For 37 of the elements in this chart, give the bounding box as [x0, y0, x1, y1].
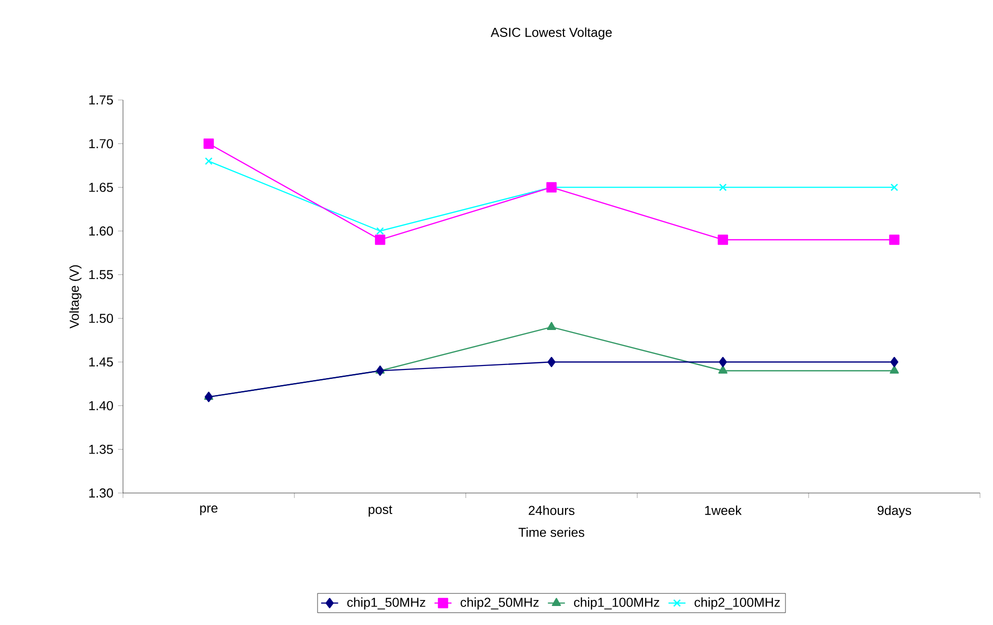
y-tick-label: 1.35: [89, 444, 113, 454]
x-tick-label: pre: [200, 506, 218, 516]
y-tick-label: 1.55: [89, 270, 113, 280]
y-tick-label: 1.65: [89, 182, 113, 192]
y-tick-label: 1.30: [89, 488, 113, 498]
y-tick-label: 1.60: [89, 226, 113, 236]
y-tick-label: 1.70: [89, 139, 113, 148]
point: [718, 356, 727, 368]
point: [889, 234, 900, 245]
chart-title: ASIC Lowest Voltage: [490, 27, 612, 40]
x-tick-label: 9days: [878, 506, 912, 518]
point: [890, 184, 898, 192]
point: [546, 322, 556, 330]
x-tick-label: 24hours: [528, 506, 574, 516]
legend-label: chip1_50MHz: [347, 597, 426, 610]
point: [204, 392, 213, 402]
y-tick-label: 1.40: [89, 401, 113, 410]
x-tick-label: post: [368, 506, 392, 517]
point: [374, 234, 386, 245]
legend-label: chip1_100MHz: [574, 597, 660, 610]
point: [204, 138, 214, 149]
y-axis-title: Voltage (V): [69, 265, 82, 328]
legend-label: chip2_50MHz: [460, 597, 539, 610]
point: [718, 366, 728, 374]
x-tick-label: 1week: [705, 506, 742, 516]
y-tick-label: 1.50: [89, 314, 113, 323]
point: [547, 356, 556, 368]
point: [376, 227, 384, 235]
point: [718, 234, 728, 245]
point: [719, 184, 727, 192]
legend-label: chip2_100MHz: [694, 597, 780, 610]
x-axis-title: Time series: [518, 527, 584, 537]
point: [890, 356, 898, 368]
point: [890, 366, 899, 374]
point: [204, 157, 213, 165]
y-tick-label: 1.45: [89, 357, 113, 367]
y-tick-label: 1.75: [89, 95, 113, 105]
